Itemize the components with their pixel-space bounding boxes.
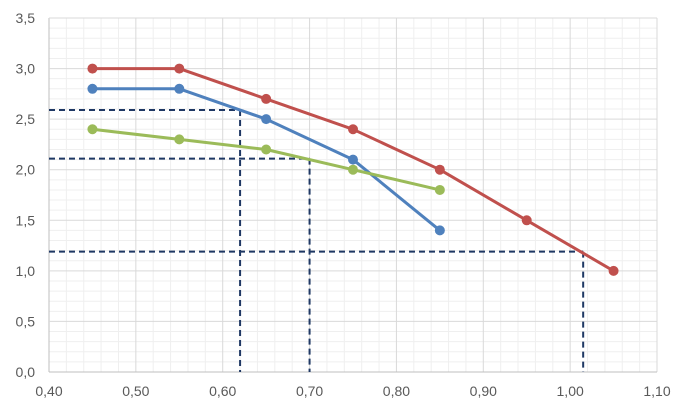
x-tick-label: 0,90 — [470, 383, 497, 399]
series-1-point — [174, 63, 185, 74]
series-2-point — [87, 83, 98, 94]
series-2-point — [261, 114, 272, 125]
series-2-point — [174, 83, 185, 94]
y-axis-tick-labels: 0,0 0,5 1,0 1,5 2,0 2,5 3,0 3,5 — [16, 10, 36, 380]
x-axis-tick-labels: 0,40 0,50 0,60 0,70 0,80 0,90 1,00 1,10 — [35, 383, 670, 399]
y-tick-label: 2,0 — [16, 162, 36, 178]
y-tick-label: 1,5 — [16, 212, 36, 228]
x-tick-label: 0,60 — [209, 383, 236, 399]
y-tick-label: 2,5 — [16, 111, 36, 127]
series-3-point — [434, 184, 445, 195]
series-1-point — [348, 124, 358, 135]
series-3-point — [261, 144, 272, 155]
data-series — [87, 63, 619, 276]
series-1-point — [608, 265, 619, 276]
series-3-point — [174, 134, 185, 145]
series-1-point — [87, 63, 98, 74]
x-tick-label: 1,00 — [557, 383, 584, 399]
x-tick-label: 0,40 — [35, 383, 62, 399]
reference-lines — [49, 109, 585, 372]
series-3-point — [348, 164, 358, 175]
series-1-point — [434, 164, 445, 175]
y-tick-label: 0,5 — [16, 313, 36, 329]
y-tick-label: 0,0 — [16, 364, 36, 380]
x-tick-label: 0,80 — [383, 383, 410, 399]
series-1-point — [261, 93, 272, 104]
series-3-point — [87, 124, 98, 135]
major-gridlines — [48, 17, 658, 373]
series-1-point — [521, 215, 532, 226]
series-2-point — [434, 225, 445, 236]
x-tick-label: 0,70 — [296, 383, 323, 399]
x-tick-label: 0,50 — [122, 383, 149, 399]
series-2-point — [348, 154, 358, 165]
y-tick-label: 3,0 — [16, 61, 36, 77]
y-tick-label: 1,0 — [16, 263, 36, 279]
x-tick-label: 1,10 — [643, 383, 670, 399]
minor-gridlines — [49, 18, 657, 372]
y-tick-label: 3,5 — [16, 10, 36, 26]
